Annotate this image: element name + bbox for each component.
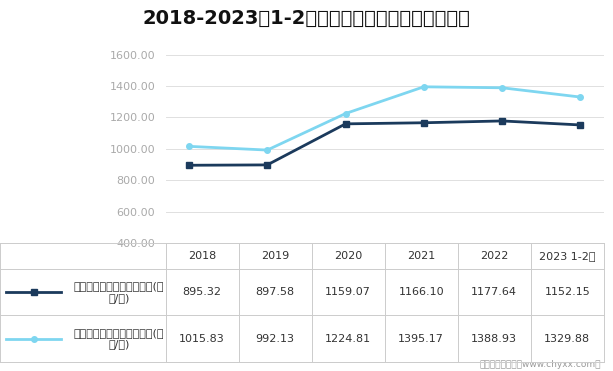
- Text: 1329.88: 1329.88: [544, 334, 590, 344]
- Text: 897.58: 897.58: [256, 287, 295, 297]
- Text: 2021: 2021: [407, 251, 435, 261]
- Text: 菠萝罐头及其制品进口均价(美
元/吨): 菠萝罐头及其制品进口均价(美 元/吨): [74, 281, 164, 303]
- Text: 1166.10: 1166.10: [398, 287, 444, 297]
- Text: 2018-2023年1-2月菠萝罐头及其制品进出口均价: 2018-2023年1-2月菠萝罐头及其制品进出口均价: [143, 9, 470, 28]
- Text: 1015.83: 1015.83: [179, 334, 225, 344]
- Text: 菠萝罐头及其制品出口均价(美
元/吨): 菠萝罐头及其制品出口均价(美 元/吨): [74, 328, 164, 349]
- Text: 2018: 2018: [188, 251, 216, 261]
- Text: 1388.93: 1388.93: [471, 334, 517, 344]
- Text: 制图：智研咨询（www.chyxx.com）: 制图：智研咨询（www.chyxx.com）: [479, 360, 601, 369]
- Text: 895.32: 895.32: [183, 287, 221, 297]
- Text: 992.13: 992.13: [256, 334, 295, 344]
- Text: 1159.07: 1159.07: [325, 287, 371, 297]
- Text: 1395.17: 1395.17: [398, 334, 444, 344]
- Text: 1177.64: 1177.64: [471, 287, 517, 297]
- Text: 2023 1-2月: 2023 1-2月: [539, 251, 596, 261]
- Text: 1224.81: 1224.81: [325, 334, 371, 344]
- Text: 2019: 2019: [261, 251, 289, 261]
- Text: 1152.15: 1152.15: [544, 287, 590, 297]
- Text: 2022: 2022: [480, 251, 508, 261]
- Text: 2020: 2020: [334, 251, 362, 261]
